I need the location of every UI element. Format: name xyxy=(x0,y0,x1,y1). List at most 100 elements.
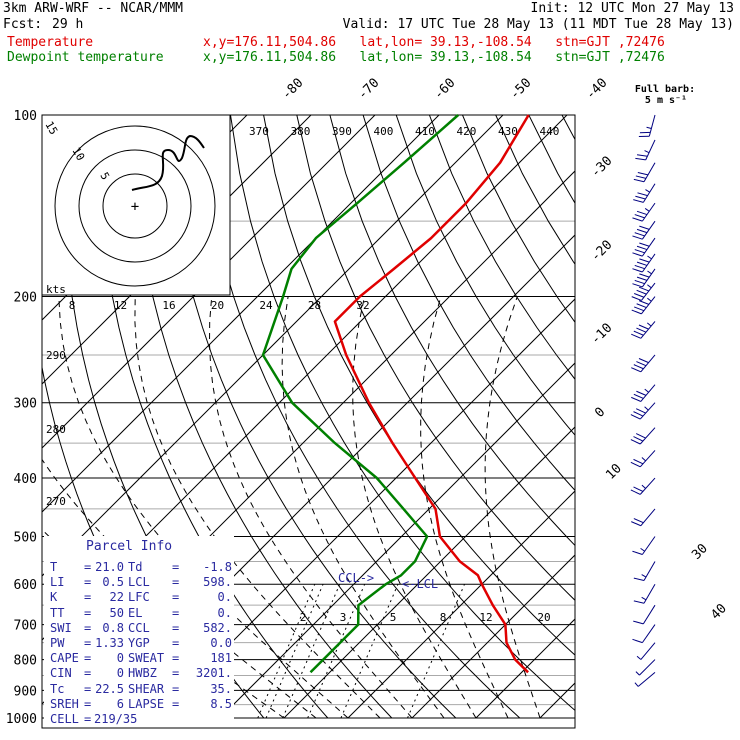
wind-barb-flag xyxy=(633,600,645,604)
parcel-key: CIN xyxy=(50,666,72,681)
dry-adiabat-line xyxy=(130,115,393,719)
parcel-key: TT xyxy=(50,605,65,620)
parcel-eq: = xyxy=(84,666,92,681)
wind-barb-flag xyxy=(634,214,645,219)
theta-label: 390 xyxy=(332,125,352,138)
parcel-eq: = xyxy=(172,560,180,574)
parcel-value: 0 xyxy=(116,651,124,666)
wind-barb xyxy=(630,402,656,420)
mixing-ratio-label: 12 xyxy=(114,299,127,312)
forecast-label: Fcst: xyxy=(3,17,43,32)
wind-barb-flag xyxy=(636,276,648,281)
wind-barb-shaft xyxy=(645,139,656,161)
parcel-key: SREH xyxy=(50,696,79,711)
theta-label: 280 xyxy=(46,423,66,436)
wind-barb xyxy=(631,321,656,339)
mixing-ratio-label: 12 xyxy=(479,611,492,624)
moist-adiabat-line xyxy=(420,296,509,719)
wind-barb-half xyxy=(647,284,652,289)
wind-barb-flag xyxy=(636,289,647,295)
parcel-key: T xyxy=(50,560,58,574)
wind-barb-flag xyxy=(633,458,644,465)
wind-barb-flag xyxy=(630,414,641,420)
parcel-info-row: PW = 1.33 YGP = 0.0 xyxy=(50,636,232,651)
theta-label: 440 xyxy=(540,125,560,138)
pressure-tick-label: 100 xyxy=(14,109,37,124)
wind-barb xyxy=(633,183,656,203)
parcel-info-panel: Parcel Info T = 21.0 Td = -1.8 LI = 0.5 LCL = 598. K… xyxy=(44,536,234,726)
wind-barb xyxy=(631,354,656,373)
wind-barb-flag xyxy=(636,261,648,266)
parcel-info-row: TT = 50 EL = 0. xyxy=(50,606,232,621)
hodograph-ring-label: 15 xyxy=(42,119,60,137)
theta-label: 270 xyxy=(46,495,66,508)
dewpoint-trace xyxy=(261,114,460,674)
wind-barb-flag xyxy=(633,436,644,442)
parcel-key: LCL xyxy=(128,575,150,590)
parcel-value: 0.0 xyxy=(210,635,232,650)
wind-barb-half xyxy=(645,189,650,193)
parcel-eq: = xyxy=(172,605,180,620)
hodograph-ring-inner xyxy=(102,173,168,239)
parcel-value: 3201. xyxy=(195,666,232,681)
mixing-ratio-line xyxy=(265,584,324,719)
wind-barb-flag xyxy=(636,361,647,367)
ccl-label: CCL-> xyxy=(338,571,375,585)
wind-barb-flag xyxy=(633,518,644,524)
wind-barb-flag xyxy=(632,550,643,555)
wind-barb-flag xyxy=(631,309,642,315)
theta-label: 420 xyxy=(457,125,477,138)
wind-barb-half xyxy=(635,671,640,676)
wind-barb-flag xyxy=(632,283,643,288)
parcel-key: CCL xyxy=(128,620,150,635)
parcel-info-row: LI = 0.5 LCL = 598. xyxy=(50,575,232,590)
parcel-value: 50 xyxy=(109,605,124,620)
wind-barb-shaft xyxy=(637,671,656,687)
parcel-eq: = xyxy=(84,651,92,666)
parcel-key: LFC xyxy=(128,590,150,605)
dry-adiabat-line xyxy=(395,115,575,436)
wind-barb-half xyxy=(641,596,647,601)
parcel-eq: = xyxy=(84,681,92,696)
wind-barb-shaft xyxy=(641,202,656,222)
isotherm-label: -60 xyxy=(431,76,458,103)
parcel-eq: = xyxy=(172,635,180,650)
dewpoint-legend: Dewpoint temperature xyxy=(7,50,164,65)
dewpoint-location: x,y=176.11,504.86 lat,lon= 39.13,-108.54… xyxy=(203,50,665,65)
parcel-key: LAPSE xyxy=(128,696,165,711)
isotherm-label: -20 xyxy=(588,238,615,265)
parcel-info-row: CELL = 219/35 xyxy=(50,712,232,727)
wind-barb-shaft xyxy=(640,642,656,660)
pressure-tick-label: 200 xyxy=(14,291,37,306)
mixing-ratio-label: 3 xyxy=(340,611,347,624)
parcel-key: SWI xyxy=(50,620,72,635)
wind-legend-line1: Full barb: xyxy=(635,84,695,95)
mixing-ratio-label: 5 xyxy=(390,611,397,624)
hodograph-ring-outer xyxy=(54,125,216,287)
forecast-hours: 29 h xyxy=(52,17,84,32)
wind-barb xyxy=(630,477,656,495)
wind-barb-half xyxy=(647,270,652,275)
pressure-tick-label: 900 xyxy=(14,684,37,699)
wind-barb-flag xyxy=(637,171,649,176)
parcel-key: LI xyxy=(50,575,65,590)
pressure-axis: 100 200 300 400 500 600 700 800 900 1000 xyxy=(6,109,37,727)
wind-barb xyxy=(632,536,656,555)
isotherm-line xyxy=(668,115,740,718)
isotherm-line xyxy=(42,115,440,513)
wind-barb xyxy=(631,282,656,301)
isotherm-line xyxy=(42,115,504,577)
parcel-key: HWBZ xyxy=(128,666,157,681)
parcel-value: 1.33 xyxy=(95,635,124,650)
wind-barb-shaft xyxy=(643,561,656,581)
dry-adiabat-line xyxy=(495,115,575,265)
wind-barb-flag xyxy=(636,327,647,333)
mixing-ratio-label: 2 xyxy=(300,611,307,624)
dry-adiabat-line xyxy=(561,115,575,141)
parcel-value: 0 xyxy=(116,666,124,681)
parcel-key: YGP xyxy=(128,635,150,650)
wind-barb-flag xyxy=(639,258,650,263)
parcel-value: 35. xyxy=(210,681,232,696)
dry-adiabat-line xyxy=(196,115,521,719)
wind-barb-flag xyxy=(631,521,642,527)
